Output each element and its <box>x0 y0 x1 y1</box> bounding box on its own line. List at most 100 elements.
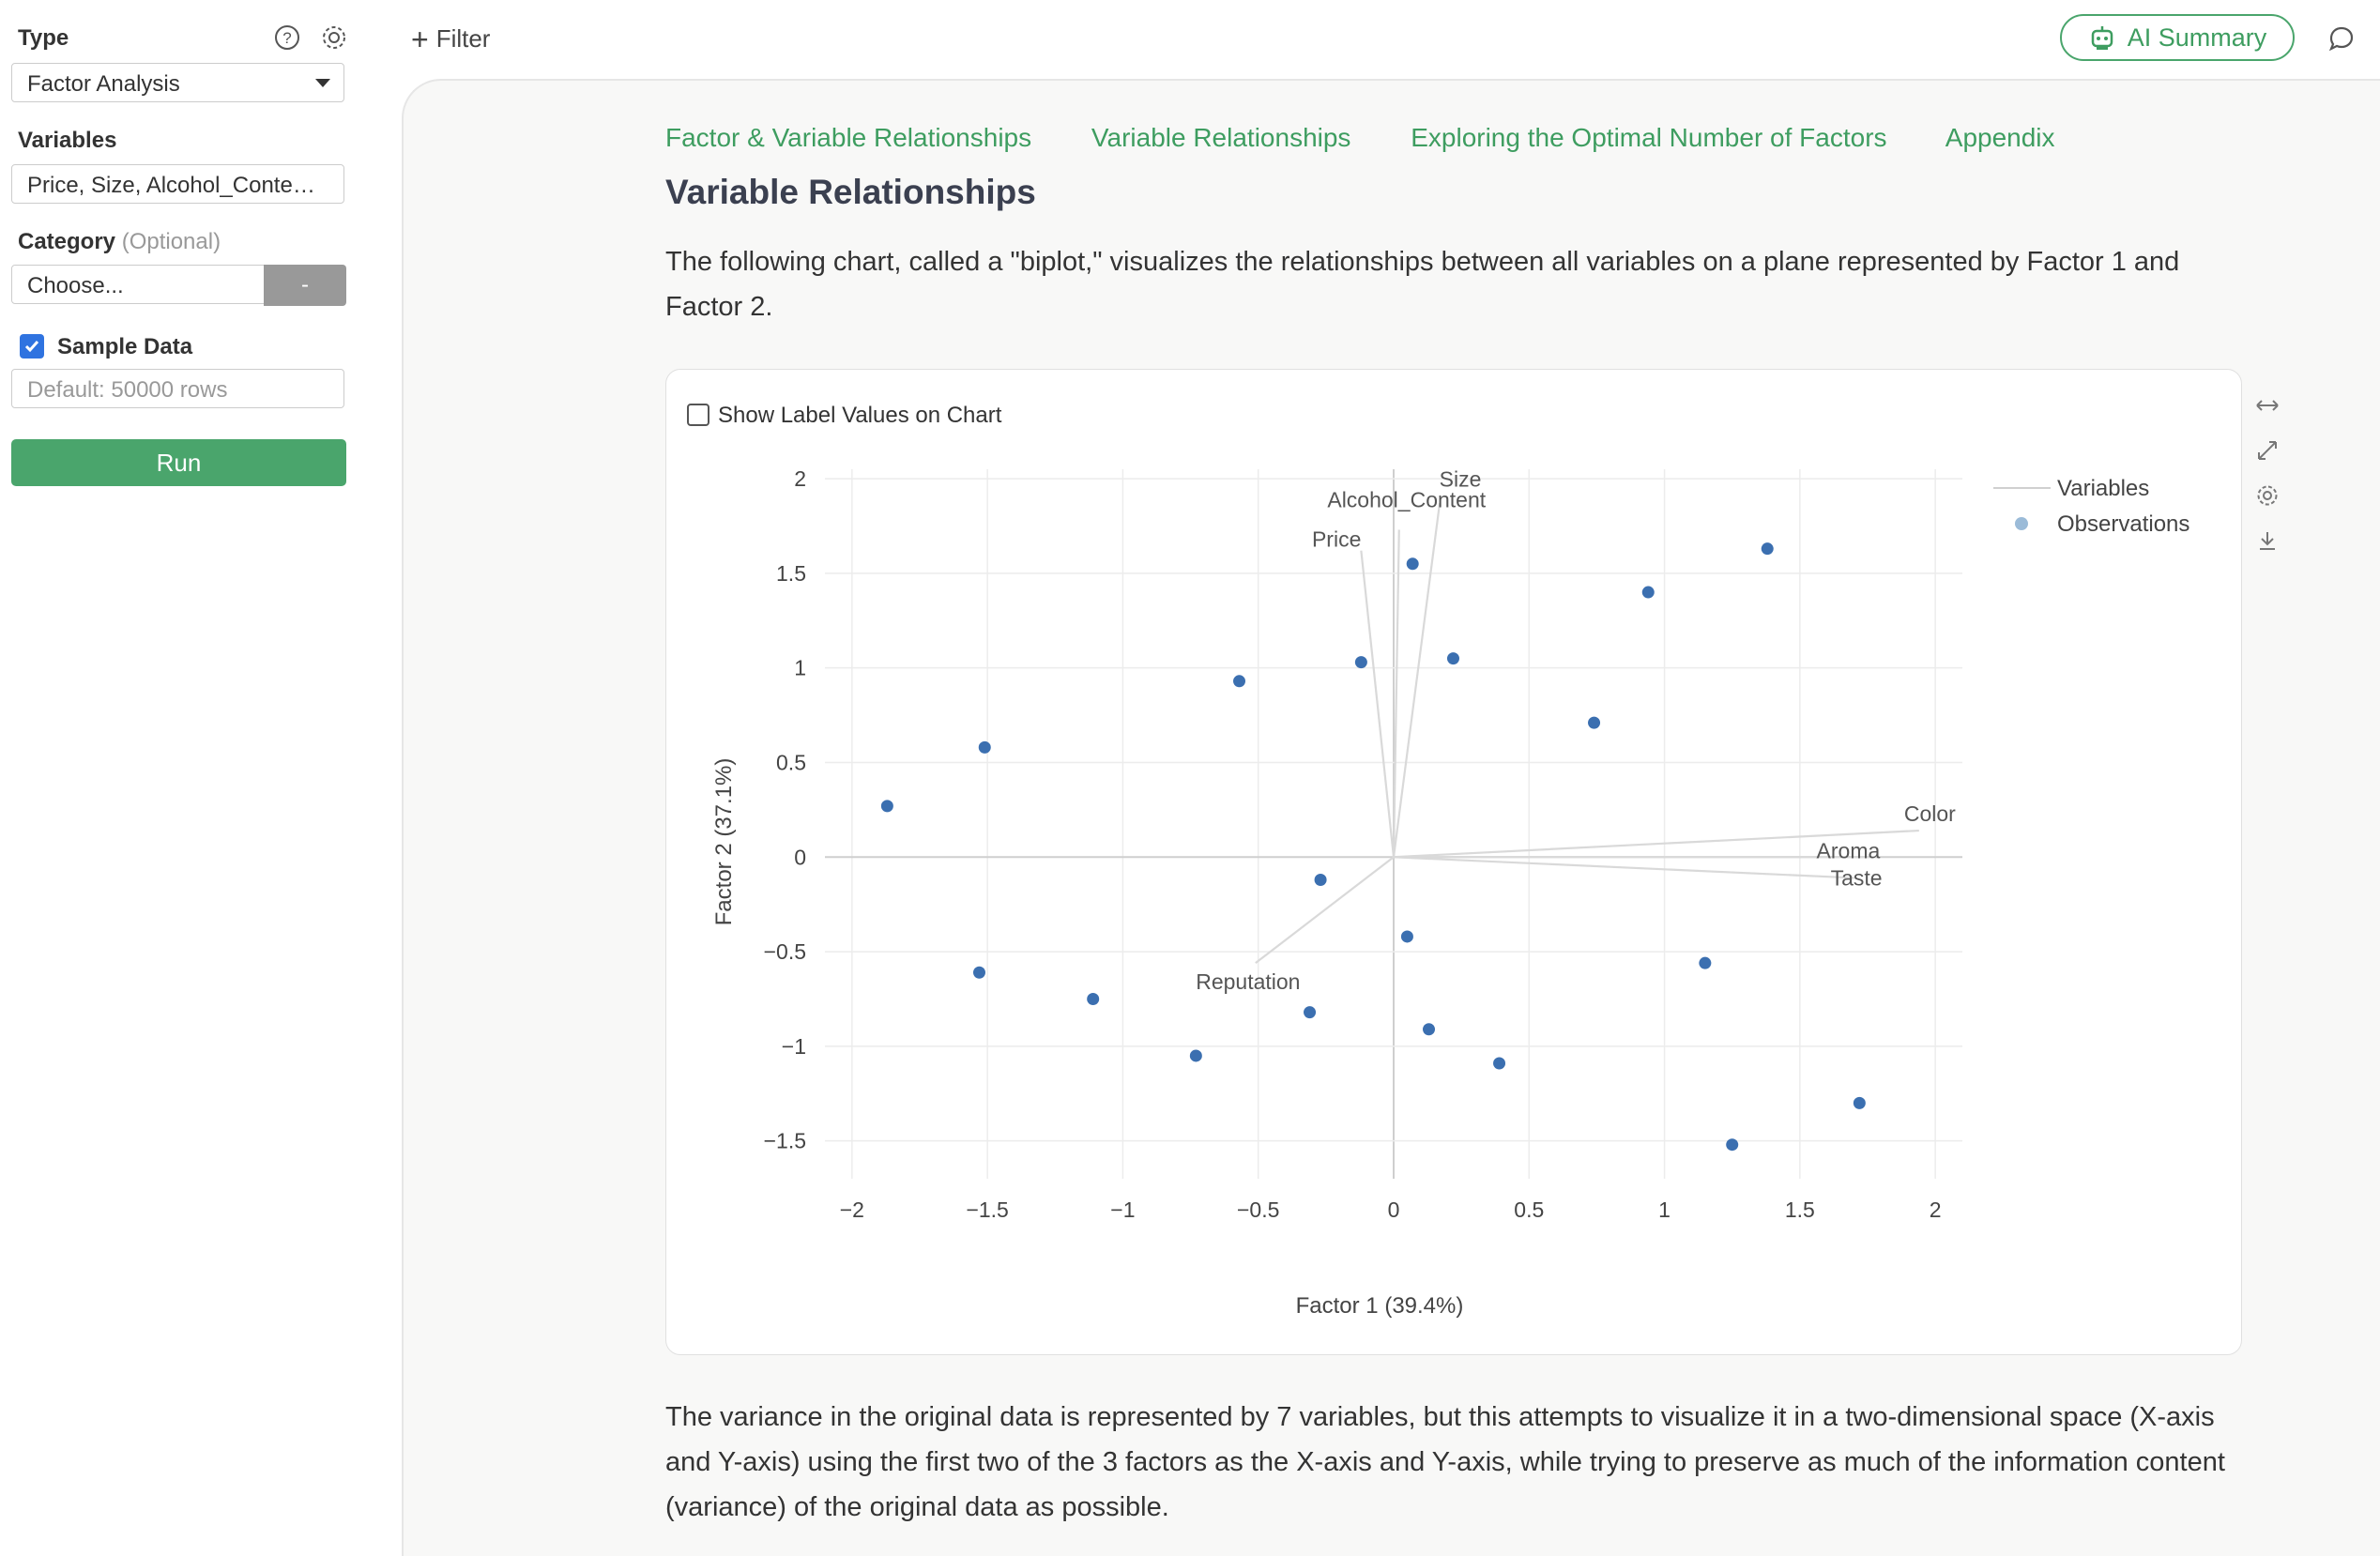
vector-line-taste <box>1393 856 1854 879</box>
axis-ticks: −2 −1.5 −1 −0.5 0 0.5 1 1.5 2 −1.5 −1 −0.5 0 0.5 1 1.5 2 <box>764 466 1942 1222</box>
sample-rows-input[interactable]: Default: 50000 rows <box>11 369 344 408</box>
intro-text: The following chart, called a "biplot," … <box>665 247 2180 322</box>
vector-line-price <box>1360 550 1396 858</box>
vector-label-taste: Taste <box>1831 865 1883 890</box>
chart-card <box>665 369 2242 1355</box>
x-tick-label: 0.5 <box>1514 1198 1544 1222</box>
sample-data-label: Sample Data <box>57 334 193 359</box>
variables-label: Variables <box>18 128 117 153</box>
y-tick-label: −1.5 <box>764 1129 806 1153</box>
x-tick-label: −1 <box>1110 1198 1135 1222</box>
x-tick-label: −0.5 <box>1237 1198 1279 1222</box>
vector-label-color: Color <box>1904 801 1956 826</box>
x-tick-label: −2 <box>840 1198 864 1222</box>
observation-point[interactable] <box>1189 1049 1202 1062</box>
chart-legend: Variables Observations <box>1993 476 2189 537</box>
checkmark-icon <box>24 341 39 353</box>
observation-point[interactable] <box>1406 557 1419 571</box>
show-labels-checkbox[interactable] <box>687 404 709 426</box>
tab-factor-variable-relationships[interactable]: Factor & Variable Relationships <box>665 123 1032 152</box>
observation-point[interactable] <box>880 800 893 813</box>
y-tick-label: 2 <box>794 466 806 491</box>
observation-point[interactable] <box>1726 1138 1739 1152</box>
x-tick-label: 1 <box>1658 1198 1671 1222</box>
y-tick-label: 0 <box>794 845 806 869</box>
observation-points <box>880 542 1866 1152</box>
vector-line-color <box>1393 829 1919 859</box>
observation-point[interactable] <box>1641 586 1655 599</box>
vector-label-alcohol-content: Alcohol_Content <box>1327 488 1486 512</box>
robot-icon <box>2091 26 2113 50</box>
observation-point[interactable] <box>1354 656 1367 669</box>
observation-point[interactable] <box>1233 675 1246 688</box>
observation-point[interactable] <box>978 740 991 754</box>
ai-summary-button[interactable]: AI Summary <box>2060 14 2295 61</box>
x-axis-label: Factor 1 (39.4%) <box>1296 1293 1464 1319</box>
chevron-down-icon <box>315 79 330 87</box>
vector-line-alcohol-content <box>1392 529 1400 858</box>
chart-settings-icon[interactable] <box>2252 473 2282 518</box>
observation-point[interactable] <box>1493 1057 1506 1070</box>
category-optional-text: (Optional) <box>121 229 221 254</box>
outro-text: The variance in the original data is rep… <box>665 1402 2225 1522</box>
y-tick-label: −0.5 <box>764 939 806 964</box>
category-label: Category (Optional) <box>18 229 221 255</box>
tab-variable-relationships[interactable]: Variable Relationships <box>1091 123 1351 152</box>
observation-point[interactable] <box>1304 1006 1317 1019</box>
show-labels-label: Show Label Values on Chart <box>718 403 1002 428</box>
page-title: Variable Relationships <box>665 173 1036 211</box>
observation-point[interactable] <box>1761 542 1774 556</box>
observation-point[interactable] <box>1853 1096 1866 1109</box>
fullscreen-icon[interactable] <box>2252 428 2282 473</box>
help-icon[interactable]: ? <box>271 22 303 53</box>
y-tick-label: 0.5 <box>776 750 806 774</box>
download-icon[interactable] <box>2252 518 2282 563</box>
vector-label-size: Size <box>1440 466 1482 491</box>
expand-horizontal-icon[interactable] <box>2252 383 2282 428</box>
analysis-type-select[interactable]: Factor Analysis <box>11 63 344 102</box>
observation-point[interactable] <box>1087 992 1100 1005</box>
chart-toolbar <box>2252 383 2282 563</box>
category-select[interactable]: Choose... <box>11 265 265 304</box>
x-tick-label: 1.5 <box>1785 1198 1815 1222</box>
tab-appendix[interactable]: Appendix <box>1945 123 2055 152</box>
y-tick-label: −1 <box>782 1034 806 1059</box>
vector-line-reputation <box>1255 856 1395 965</box>
x-tick-label: 0 <box>1388 1198 1400 1222</box>
plus-icon: + <box>411 23 429 56</box>
legend-variables-label: Variables <box>2057 476 2149 501</box>
variables-select[interactable]: Price, Size, Alcohol_Conte… <box>11 164 344 204</box>
category-label-text: Category <box>18 229 116 254</box>
analysis-type-value: Factor Analysis <box>27 71 180 97</box>
observation-point[interactable] <box>1446 652 1459 665</box>
run-button[interactable]: Run <box>11 439 346 486</box>
category-clear-button[interactable]: - <box>264 265 346 306</box>
filter-label: Filter <box>435 24 491 53</box>
tab-optimal-number-of-factors[interactable]: Exploring the Optimal Number of Factors <box>1411 123 1887 152</box>
gear-icon[interactable] <box>318 22 350 53</box>
vector-line-size <box>1392 503 1442 858</box>
y-tick-label: 1 <box>794 656 806 680</box>
comment-icon[interactable] <box>2326 23 2357 59</box>
ai-summary-label: AI Summary <box>2127 23 2267 52</box>
svg-text:?: ? <box>282 29 291 47</box>
vector-label-reputation: Reputation <box>1196 969 1300 994</box>
settings-sidebar: Type ? Factor Analysis Variables Price, … <box>0 0 400 1556</box>
type-label: Type <box>18 25 69 51</box>
y-axis-label: Factor 2 (37.1%) <box>711 758 737 926</box>
vector-label-aroma: Aroma <box>1817 838 1881 862</box>
observation-point[interactable] <box>1423 1023 1436 1036</box>
legend-observations-label: Observations <box>2057 511 2189 537</box>
observation-point[interactable] <box>1400 930 1413 943</box>
observation-point[interactable] <box>1588 716 1601 729</box>
x-tick-label: 2 <box>1930 1198 1942 1222</box>
x-tick-label: −1.5 <box>966 1198 1008 1222</box>
observation-point[interactable] <box>1314 873 1327 886</box>
observation-point[interactable] <box>1699 956 1712 969</box>
filter-button[interactable]: + Filter <box>411 23 490 57</box>
legend-observations-swatch <box>2015 517 2028 530</box>
sample-data-checkbox[interactable] <box>20 334 44 358</box>
observation-point[interactable] <box>972 966 985 979</box>
